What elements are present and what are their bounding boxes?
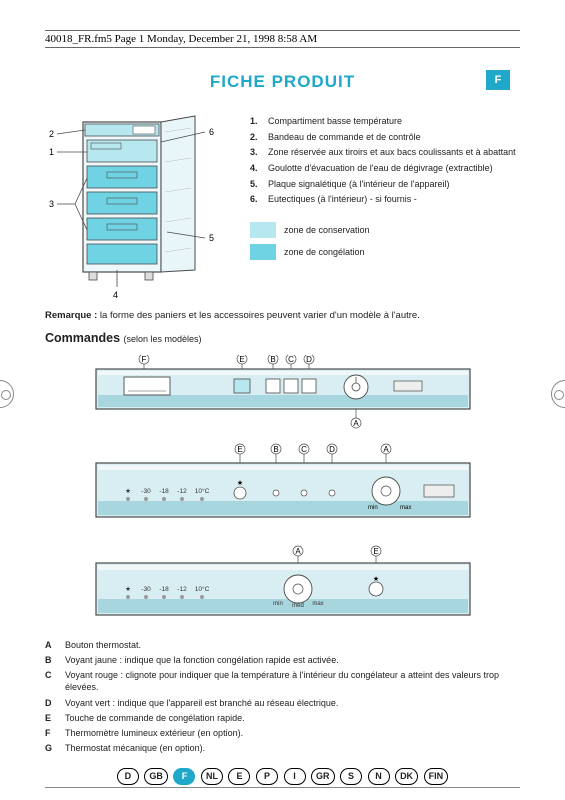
remarque-note: Remarque : la forme des paniers et les a…: [45, 310, 520, 321]
svg-text:D: D: [306, 355, 312, 364]
lang-pill-fin: FIN: [424, 768, 449, 785]
part-item: 5.Plaque signalétique (à l'intérieur de …: [250, 179, 520, 191]
svg-text:4: 4: [113, 290, 118, 300]
part-item: 2.Bandeau de commande et de contrôle: [250, 132, 520, 144]
title-row: FICHE PRODUIT F: [45, 72, 520, 92]
zone-conservation: zone de conservation: [250, 222, 520, 238]
svg-text:2: 2: [49, 129, 54, 139]
svg-text:med: med: [292, 603, 304, 609]
parts-list: 1.Compartiment basse température 2.Bande…: [250, 116, 520, 206]
control-panels: F E B C D A ★ -30 -18 -12: [45, 355, 520, 623]
svg-text:E: E: [239, 355, 244, 364]
svg-text:-18: -18: [159, 488, 169, 495]
description-item: GThermostat mécanique (en option).: [45, 742, 520, 754]
svg-text:5: 5: [209, 233, 214, 243]
svg-text:★: ★: [372, 575, 378, 583]
part-item: 1.Compartiment basse température: [250, 116, 520, 128]
svg-text:E: E: [373, 547, 378, 556]
svg-text:10°C: 10°C: [194, 585, 209, 593]
part-item: 6.Eutectiques (à l'intérieur) - si fourn…: [250, 194, 520, 206]
parts-legend: 1.Compartiment basse température 2.Bande…: [250, 112, 520, 302]
part-item: 4.Goulotte d'évacuation de l'eau de dégi…: [250, 163, 520, 175]
svg-text:10°C: 10°C: [194, 487, 209, 495]
lang-pill-n: N: [368, 768, 390, 785]
svg-text:★: ★: [125, 487, 131, 495]
lang-pill-s: S: [340, 768, 362, 785]
svg-text:-12: -12: [177, 488, 187, 495]
svg-text:B: B: [270, 355, 275, 364]
zone-congelation: zone de congélation: [250, 244, 520, 260]
svg-text:C: C: [288, 355, 294, 364]
control-panel-1: F E B C D A: [88, 355, 478, 429]
svg-text:★: ★: [125, 585, 131, 593]
svg-text:A: A: [353, 419, 359, 428]
lang-pill-p: P: [256, 768, 278, 785]
footer-rule-icon: [45, 787, 520, 788]
svg-text:E: E: [237, 445, 242, 454]
lang-pill-nl: NL: [201, 768, 223, 785]
description-item: FThermomètre lumineux extérieur (en opti…: [45, 727, 520, 739]
zone-swatch-icon: [250, 244, 276, 260]
svg-text:B: B: [273, 445, 278, 454]
lang-pill-gr: GR: [311, 768, 335, 785]
description-item: DVoyant vert : indique que l'appareil es…: [45, 697, 520, 709]
lang-pill-dk: DK: [395, 768, 418, 785]
binding-hole-right: [551, 380, 565, 408]
descriptions-list: ABouton thermostat. BVoyant jaune : indi…: [45, 639, 520, 754]
lang-pill-gb: GB: [144, 768, 168, 785]
svg-text:max: max: [312, 601, 323, 607]
lang-pill-d: D: [117, 768, 139, 785]
svg-text:★: ★: [236, 479, 242, 487]
svg-text:1: 1: [49, 147, 54, 157]
zone-swatch-icon: [250, 222, 276, 238]
svg-text:-12: -12: [177, 586, 187, 593]
svg-text:C: C: [301, 445, 307, 454]
language-badge: F: [486, 70, 510, 90]
page: 40018_FR.fm5 Page 1 Monday, December 21,…: [0, 0, 565, 800]
svg-text:max: max: [400, 505, 411, 511]
svg-text:F: F: [141, 355, 146, 364]
svg-text:A: A: [383, 445, 389, 454]
svg-text:-30: -30: [141, 586, 151, 593]
page-title: FICHE PRODUIT: [210, 72, 355, 92]
svg-text:min: min: [273, 601, 283, 607]
control-panel-3: ★ -30 -18 -12 10°C min med max: [88, 545, 478, 623]
commandes-heading: Commandes (selon les modèles): [45, 331, 520, 345]
lang-pill-e: E: [228, 768, 250, 785]
svg-text:3: 3: [49, 199, 54, 209]
svg-text:-18: -18: [159, 586, 169, 593]
description-item: CVoyant rouge : clignote pour indiquer q…: [45, 669, 520, 693]
description-item: ABouton thermostat.: [45, 639, 520, 651]
description-item: ETouche de commande de congélation rapid…: [45, 712, 520, 724]
description-item: BVoyant jaune : indique que la fonction …: [45, 654, 520, 666]
part-item: 3.Zone réservée aux tiroirs et aux bacs …: [250, 147, 520, 159]
top-section: 1 2 3 4 5 6 1.Compartiment basse tempéra…: [45, 112, 520, 302]
lang-pill-i: I: [284, 768, 306, 785]
svg-text:min: min: [368, 505, 378, 511]
page-header: 40018_FR.fm5 Page 1 Monday, December 21,…: [45, 30, 520, 48]
svg-text:6: 6: [209, 127, 214, 137]
language-selector: D GB F NL E P I GR S N DK FIN: [45, 768, 520, 785]
svg-text:D: D: [329, 445, 335, 454]
svg-text:A: A: [295, 547, 301, 556]
binding-hole-left: [0, 380, 14, 408]
control-panel-2: ★ -30 -18 -12 10°C ★ min: [88, 443, 478, 531]
svg-text:-30: -30: [141, 488, 151, 495]
freezer-diagram: 1 2 3 4 5 6: [45, 112, 230, 302]
lang-pill-f: F: [173, 768, 195, 785]
